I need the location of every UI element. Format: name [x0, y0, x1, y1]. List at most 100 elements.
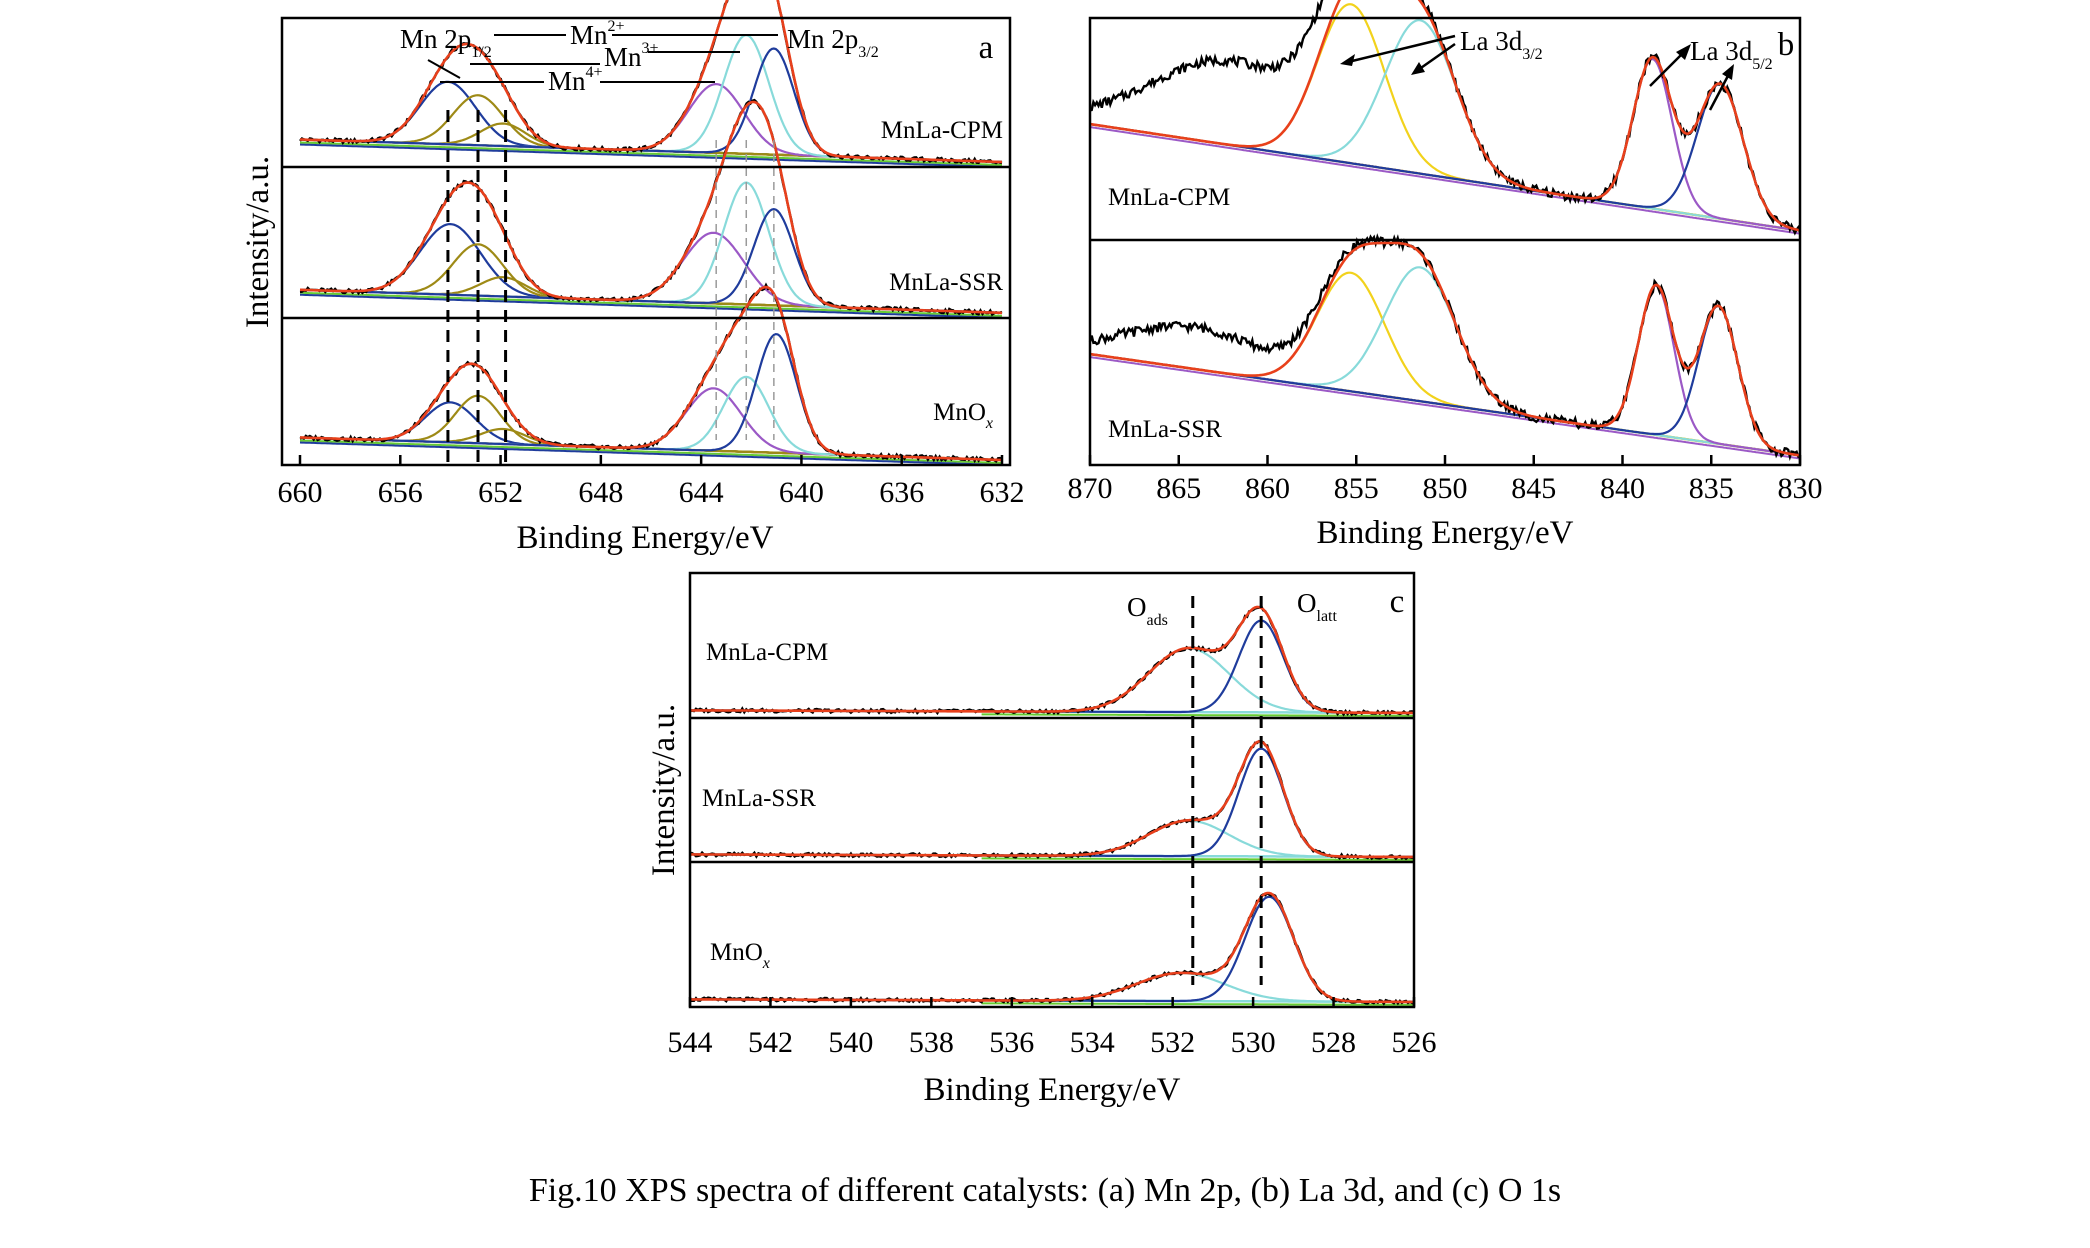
la32-sub: 3/2 — [1522, 46, 1542, 63]
x-tick-label: 840 — [1600, 472, 1645, 505]
mn4plus-main: Mn — [548, 66, 586, 96]
panel-c-sample-label-3: MnOx — [710, 939, 770, 972]
panel-a-ylabel: Intensity/a.u. — [240, 156, 276, 328]
la32-arrowhead-2 — [1411, 62, 1425, 75]
envelope-line — [689, 891, 1414, 1004]
panel-b-letter: b — [1778, 27, 1795, 63]
x-tick-label: 540 — [828, 1026, 873, 1059]
la52-label: La 3d5/2 — [1690, 36, 1773, 73]
la52-arrow-1 — [1649, 49, 1687, 87]
c-mnox-label-main: MnO — [710, 939, 763, 966]
x-tick-label: 850 — [1423, 472, 1468, 505]
la32-arrow-1 — [1347, 34, 1456, 64]
panel-a-letter: a — [979, 30, 994, 66]
x-tick-label: 652 — [478, 476, 523, 509]
panel-a-sample-label-2: MnLa-SSR — [889, 269, 1003, 296]
x-tick-label: 532 — [1150, 1026, 1195, 1059]
x-tick-label: 830 — [1778, 472, 1823, 505]
x-tick-label: 845 — [1511, 472, 1556, 505]
panel-a-annotations: Mn 2p1/2 Mn 2p3/2 Mn2+ Mn3+ Mn4+ — [400, 18, 879, 96]
la52-arrowhead-2 — [1722, 64, 1734, 80]
la52-main: La 3d — [1690, 36, 1753, 66]
panel-c-sample-label-2: MnLa-SSR — [702, 785, 816, 812]
panel-b-frame — [1088, 16, 1802, 467]
mn2p12-main: Mn 2p — [400, 24, 471, 54]
panel-c-frame — [688, 571, 1416, 1009]
background-line-alt — [299, 141, 1003, 166]
oads-sub: ads — [1147, 612, 1168, 629]
figure-caption: Fig.10 XPS spectra of different catalyst… — [528, 1172, 1562, 1209]
x-tick-label: 640 — [779, 476, 824, 509]
envelope-line — [300, 100, 1003, 315]
panel-b-annotations: La 3d 3/2 La 3d5/2 — [1340, 26, 1773, 111]
x-tick-label: 860 — [1245, 472, 1290, 505]
oads-main: O — [1127, 592, 1147, 622]
panel-b-la3d: 870 865 860 855 850 845 840 835 830 Binding Ener… — [1068, 0, 1823, 551]
mn3plus-main: Mn — [604, 42, 642, 72]
mnox-label-sub: x — [985, 415, 993, 432]
panel-b-xlabel: Binding Energy/eV — [1317, 515, 1574, 551]
la52-arrowhead-1 — [1676, 44, 1691, 60]
x-tick-label: 526 — [1392, 1026, 1437, 1059]
olatt-label: Olatt — [1297, 588, 1337, 625]
envelope-line — [1089, 0, 1801, 232]
mn2p12-leader — [427, 59, 461, 79]
envelope-line — [299, 0, 1003, 164]
panel-b-sample-label-1: MnLa-CPM — [1108, 184, 1230, 211]
olatt-main: O — [1297, 588, 1317, 618]
panel-b-curves — [1088, 0, 1802, 462]
x-tick-label: 530 — [1231, 1026, 1276, 1059]
panel-a-mn2p: 660 656 652 648 644 640 636 632 Binding Energy/… — [240, 0, 1025, 556]
envelope-line — [689, 605, 1414, 715]
panel-a-xlabel: Binding Energy/eV — [517, 520, 774, 556]
x-tick-label: 660 — [278, 476, 323, 509]
fit-component-line — [299, 375, 1003, 462]
mn2p32-main: Mn 2p — [787, 24, 858, 54]
panel-c-sample-label-1: MnLa-CPM — [706, 639, 828, 666]
mn2plus-main: Mn — [570, 20, 608, 50]
panel-a-reference-lines — [446, 110, 775, 462]
x-tick-label: 865 — [1156, 472, 1201, 505]
background-line-base — [299, 143, 1003, 168]
panel-b-sample-label-2: MnLa-SSR — [1108, 416, 1222, 443]
background-line-alt — [981, 713, 1414, 717]
background-line-base — [300, 293, 1003, 319]
envelope-line — [690, 740, 1414, 859]
panel-c-reference-lines — [1191, 596, 1263, 985]
x-tick-label: 536 — [989, 1026, 1034, 1059]
mn2plus-sup: 2+ — [608, 18, 625, 35]
panel-a-sample-label-1: MnLa-CPM — [881, 117, 1003, 144]
background-line-alt — [1089, 126, 1801, 235]
mn4plus-label: Mn4+ — [548, 64, 603, 96]
mn2p32-sub: 3/2 — [858, 44, 878, 61]
panel-a-curves — [299, 0, 1003, 466]
mn3plus-label: Mn3+ — [604, 40, 659, 72]
panel-a-sample-label-3: MnOx — [933, 399, 993, 432]
la52-sub: 5/2 — [1752, 56, 1772, 73]
mn2p12-label: Mn 2p1/2 — [400, 24, 492, 61]
x-tick-label: 656 — [378, 476, 423, 509]
mnox-label-main: MnO — [933, 399, 986, 426]
background-line-alt — [300, 291, 1003, 317]
fit-component-line — [299, 394, 1003, 462]
panel-b-x-ticks: 870 865 860 855 850 845 840 835 830 — [1068, 455, 1823, 505]
x-tick-label: 534 — [1070, 1026, 1115, 1059]
c-mnox-label-sub: x — [762, 955, 770, 972]
x-tick-label: 870 — [1068, 472, 1113, 505]
panel-c-annotations: Oads Olatt — [1127, 588, 1337, 629]
experimental-line — [689, 891, 1415, 1006]
panel-c-xlabel: Binding Energy/eV — [924, 1072, 1181, 1108]
panel-a-x-ticks: 660 656 652 648 644 640 636 632 — [278, 455, 1025, 509]
x-tick-label: 648 — [578, 476, 623, 509]
fit-component-line — [689, 895, 1414, 1003]
x-tick-label: 835 — [1689, 472, 1734, 505]
la52-arrow-2 — [1708, 71, 1732, 111]
mn2p12-sub: 1/2 — [471, 44, 491, 61]
x-tick-label: 636 — [879, 476, 924, 509]
background-line-alt — [1089, 356, 1801, 460]
la32-arrow-2 — [1417, 42, 1456, 72]
x-tick-label: 538 — [909, 1026, 954, 1059]
background-line-alt — [299, 439, 1003, 464]
panel-c-curves — [689, 604, 1415, 1006]
